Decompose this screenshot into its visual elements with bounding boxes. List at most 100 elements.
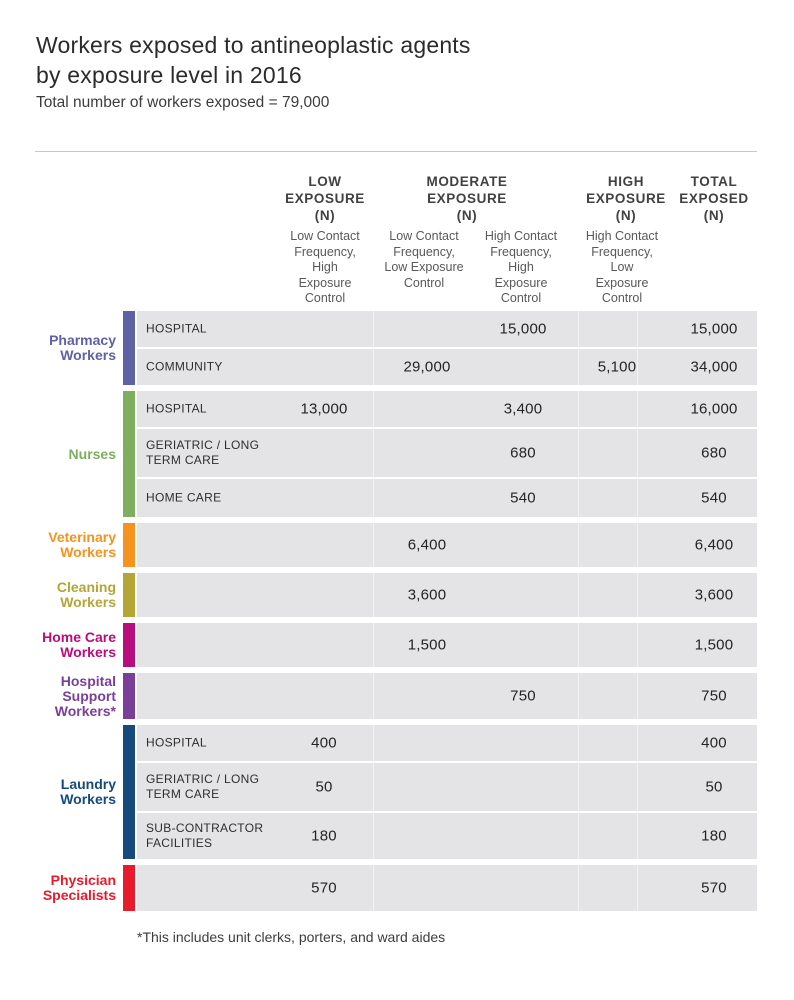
value-cell: 1,500 [407,636,447,654]
column-separator [373,673,374,719]
column-separator [637,523,638,567]
column-separator [578,479,579,517]
column-separator [373,573,374,617]
value-cell: 34,000 [690,358,738,376]
table-row: 1,500 1,500 [137,623,757,667]
group-color-bar [123,673,135,719]
column-separator [578,311,579,347]
value-cell: 400 [311,734,337,752]
value-cell: 180 [311,827,337,845]
group-label-laundry-workers: Laundry Workers [60,776,116,807]
column-separator [578,813,579,859]
row-label: HOSPITAL [146,321,207,336]
value-cell: 750 [510,687,536,705]
column-subheader-moderate-1: Low Contact Frequency, Low Exposure Cont… [384,229,464,290]
page-title-line2: by exposure level in 2016 [36,62,302,88]
group-label-nurses: Nurses [68,445,116,462]
value-cell: 3,600 [407,586,447,604]
column-separator [637,349,638,385]
row-label: GERIATRIC / LONG TERM CARE [146,438,260,467]
value-cell: 50 [315,778,333,796]
row-label: COMMUNITY [146,359,223,374]
column-separator [373,763,374,811]
value-cell: 5,100 [597,358,637,376]
group-color-bar [123,865,135,911]
table-row: GERIATRIC / LONG TERM CARE 50 50 [137,763,757,811]
column-separator [578,349,579,385]
column-separator [637,763,638,811]
value-cell: 180 [701,827,727,845]
group-label-pharmacy-workers: Pharmacy Workers [49,332,116,363]
group-cleaning-workers: Cleaning Workers 3,600 3,600 [35,573,757,617]
table-row: GERIATRIC / LONG TERM CARE 680 680 [137,429,757,477]
group-physician-specialists: Physician Specialists 570 570 [35,865,757,911]
value-cell: 540 [510,489,536,507]
table-row: 3,600 3,600 [137,573,757,617]
page-subtitle: Total number of workers exposed = 79,000 [36,94,330,111]
table-row: HOME CARE 540 540 [137,479,757,517]
column-separator [578,429,579,477]
group-color-bar [123,623,135,667]
column-header-total-exposed: TOTAL EXPOSED (N) [679,174,749,223]
column-separator [637,813,638,859]
group-label-hospital-support-workers: Hospital Support Workers* [54,672,116,719]
column-separator [373,349,374,385]
row-label: HOSPITAL [146,735,207,750]
table-row: SUB-CONTRACTOR FACILITIES 180 180 [137,813,757,859]
column-separator [637,725,638,761]
group-label-veterinary-workers: Veterinary Workers [48,529,116,560]
value-cell: 15,000 [499,320,547,338]
exposure-table: Pharmacy Workers HOSPITAL 15,000 15,000 … [35,311,757,917]
value-cell: 750 [701,687,727,705]
group-hospital-support-workers: Hospital Support Workers* 750 750 [35,673,757,719]
value-cell: 6,400 [694,536,734,554]
table-row: HOSPITAL 400 400 [137,725,757,761]
column-header-moderate-exposure: MODERATE EXPOSURE (N) [426,174,508,223]
group-color-bar [123,311,135,385]
column-separator [373,429,374,477]
column-separator [637,429,638,477]
row-label: HOME CARE [146,490,222,505]
group-label-physician-specialists: Physician Specialists [42,872,116,903]
table-row: HOSPITAL 15,000 15,000 [137,311,757,347]
value-cell: 15,000 [690,320,738,338]
page-title-line1: Workers exposed to antineoplastic agents [36,32,471,58]
column-separator [578,523,579,567]
column-separator [637,623,638,667]
column-separator [578,725,579,761]
row-label: SUB-CONTRACTOR FACILITIES [146,821,264,850]
group-color-bar [123,573,135,617]
column-separator [637,311,638,347]
group-pharmacy-workers: Pharmacy Workers HOSPITAL 15,000 15,000 … [35,311,757,385]
column-subheader-low: Low Contact Frequency, High Exposure Con… [290,229,360,305]
column-separator [637,673,638,719]
group-color-bar [123,391,135,517]
column-separator [578,623,579,667]
value-cell: 400 [701,734,727,752]
value-cell: 3,600 [694,586,734,604]
column-subheader-moderate-2: High Contact Frequency, High Exposure Co… [484,229,558,305]
value-cell: 13,000 [300,400,348,418]
row-label: GERIATRIC / LONG TERM CARE [146,772,260,801]
column-separator [373,865,374,911]
group-nurses: Nurses HOSPITAL 13,000 3,400 16,000 GERI… [35,391,757,517]
column-separator [578,391,579,427]
group-veterinary-workers: Veterinary Workers 6,400 6,400 [35,523,757,567]
column-separator [373,523,374,567]
column-separator [373,311,374,347]
column-header-low-exposure: LOW EXPOSURE (N) [285,174,365,223]
column-separator [578,573,579,617]
group-label-cleaning-workers: Cleaning Workers [56,579,116,610]
column-separator [637,573,638,617]
value-cell: 3,400 [503,400,543,418]
table-row: 750 750 [137,673,757,719]
column-separator [373,813,374,859]
group-laundry-workers: Laundry Workers HOSPITAL 400 400 GERIATR… [35,725,757,859]
column-separator [373,391,374,427]
row-label: HOSPITAL [146,401,207,416]
column-separator [637,391,638,427]
value-cell: 680 [701,444,727,462]
column-separator [578,673,579,719]
value-cell: 50 [705,778,723,796]
